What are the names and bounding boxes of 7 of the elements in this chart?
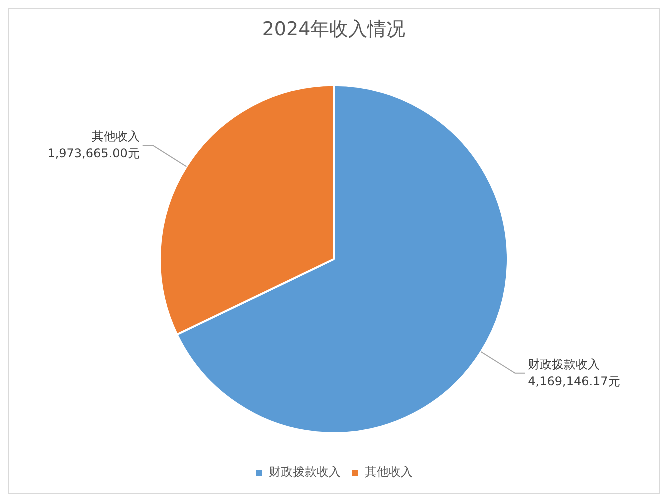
chart-title: 2024年收入情况 [262, 18, 406, 40]
data-label: 4,169,146.17元 [528, 374, 620, 388]
legend-label: 其他收入 [365, 465, 413, 480]
legend-label: 财政拨款收入 [269, 465, 341, 480]
slice-label: 其他收入 [92, 130, 140, 144]
slice-label: 财政拨款收入 [528, 357, 600, 372]
data-label: 1,973,665.00元 [48, 146, 140, 161]
